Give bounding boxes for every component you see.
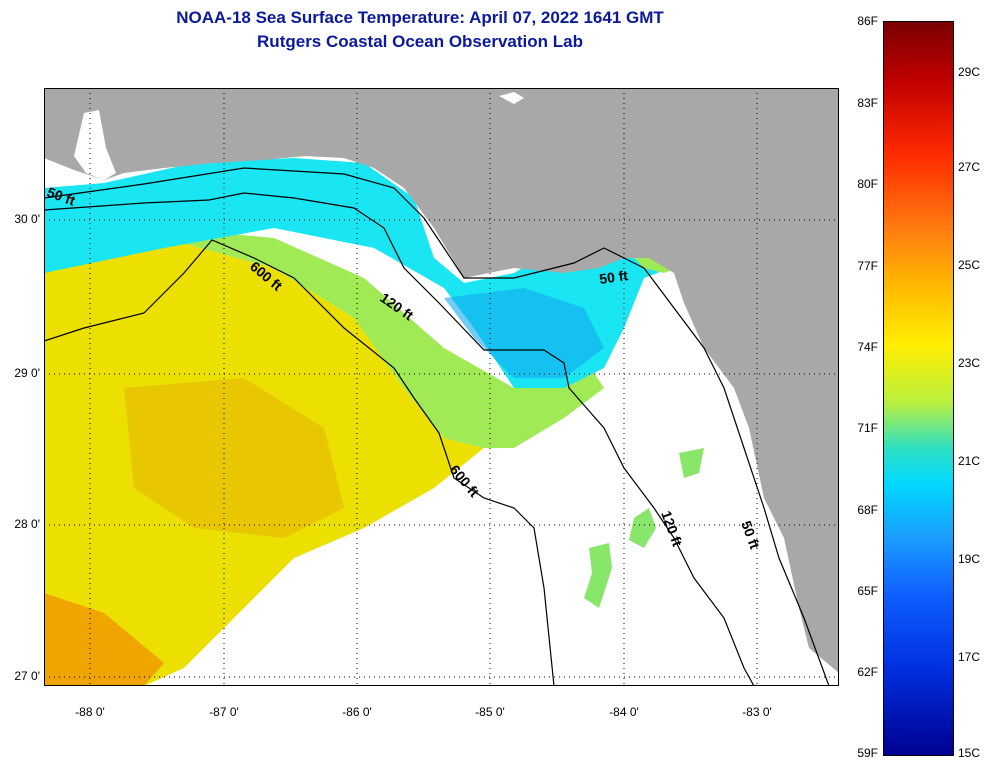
celsius-label: 29C (958, 65, 981, 79)
contour-600ft (44, 239, 555, 686)
map-title: NOAA-18 Sea Surface Temperature: April 0… (176, 8, 664, 27)
celsius-label: 25C (958, 258, 981, 272)
fahrenheit-label: 59F (857, 746, 878, 760)
fahrenheit-label: 83F (857, 96, 878, 110)
celsius-label: 19C (958, 552, 981, 566)
celsius-label: 21C (958, 454, 981, 468)
fahrenheit-label: 77F (857, 259, 878, 273)
fahrenheit-label: 65F (857, 584, 878, 598)
contour-label: 50 ft (598, 267, 629, 287)
fahrenheit-label: 86F (857, 14, 878, 28)
lon-label: -84 0' (609, 705, 639, 719)
lon-label: -86 0' (342, 705, 372, 719)
lon-label: -88 0' (75, 705, 105, 719)
celsius-label: 27C (958, 160, 981, 174)
lat-label: 27 0' (14, 669, 40, 683)
fahrenheit-label: 71F (857, 421, 878, 435)
fahrenheit-label: 74F (857, 340, 878, 354)
sst-map: 50 ft 600 ft 120 ft 50 ft 600 ft 120 ft … (44, 88, 839, 686)
fahrenheit-label: 80F (857, 177, 878, 191)
celsius-label: 17C (958, 650, 981, 664)
lat-label: 30 0' (14, 212, 40, 226)
transition-water (44, 228, 604, 448)
celsius-label: 15C (958, 746, 981, 760)
land (44, 88, 839, 673)
fahrenheit-label: 62F (857, 665, 878, 679)
lon-label: -85 0' (475, 705, 505, 719)
lon-label: -87 0' (209, 705, 239, 719)
lat-label: 28 0' (14, 517, 40, 531)
depth-contours (44, 167, 830, 686)
contour-120ft (44, 192, 755, 686)
map-frame (44, 88, 839, 686)
map-subtitle: Rutgers Coastal Ocean Observation Lab (257, 32, 583, 51)
contour-50ft (44, 167, 830, 686)
fahrenheit-label: 68F (857, 503, 878, 517)
color-scale-bar (883, 21, 954, 756)
celsius-label: 23C (958, 356, 981, 370)
lon-label: -83 0' (742, 705, 772, 719)
lat-label: 29 0' (14, 366, 40, 380)
